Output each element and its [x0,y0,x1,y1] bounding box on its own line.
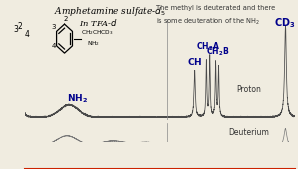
Text: 4: 4 [52,43,56,49]
Text: 3: 3 [52,24,56,30]
Text: $\mathbf{CH_2A}$: $\mathbf{CH_2A}$ [196,40,220,53]
Text: 2: 2 [18,22,23,31]
Text: $\mathrm{NH_2}$: $\mathrm{NH_2}$ [86,39,100,48]
Text: In TFA-$d$: In TFA-$d$ [79,17,118,28]
Text: Deuterium: Deuterium [229,128,269,137]
Text: $\mathbf{CD_3}$: $\mathbf{CD_3}$ [274,16,296,30]
Text: $\mathbf{CH}$: $\mathbf{CH}$ [187,56,202,67]
Text: $\mathrm{CH_2CHCD_3}$: $\mathrm{CH_2CHCD_3}$ [81,29,114,38]
Text: 4: 4 [25,30,30,39]
Text: is some deuteration of the NH$_2$: is some deuteration of the NH$_2$ [156,17,260,27]
Text: Proton: Proton [237,85,261,94]
Text: $\mathbf{CH_2B}$: $\mathbf{CH_2B}$ [206,45,229,58]
Text: The methyl is deuterated and there: The methyl is deuterated and there [156,5,276,11]
Text: 2: 2 [64,16,68,22]
Text: Amphetamine sulfate-$d_5$: Amphetamine sulfate-$d_5$ [54,5,166,18]
Text: 3: 3 [14,25,18,34]
Text: $\mathbf{NH_2}$: $\mathbf{NH_2}$ [67,92,88,105]
